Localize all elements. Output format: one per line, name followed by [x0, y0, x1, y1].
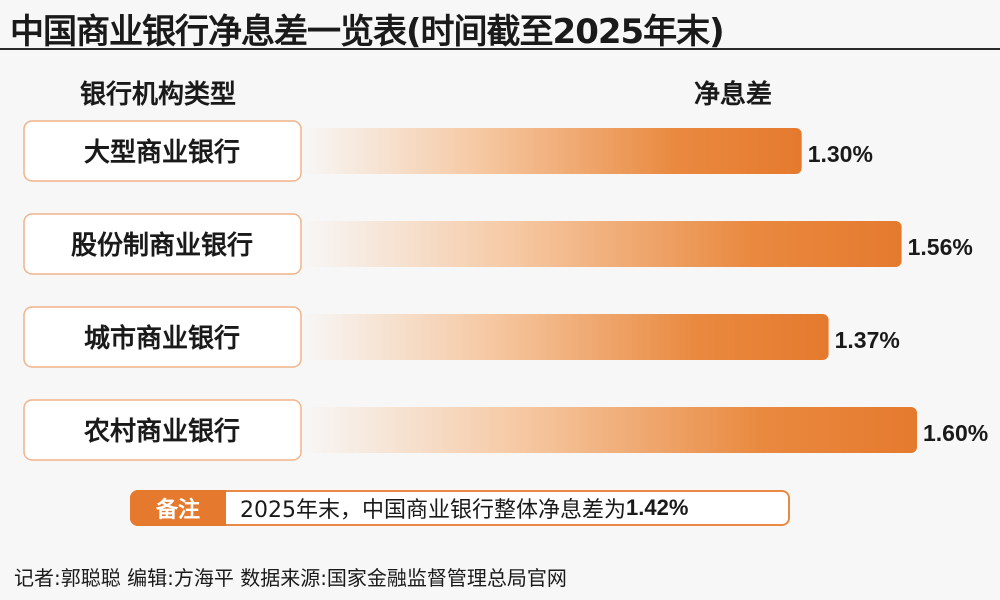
value-column-header: 净息差: [694, 80, 773, 110]
category-column-header: 银行机构类型: [80, 80, 237, 110]
category-box: [23, 399, 302, 461]
bar-chart: 大型商业银行 1.30% 股份制商业银行 1.56% 城市商业银行 1.37% 农村商业银行…: [23, 120, 988, 461]
title-divider: [0, 48, 1000, 50]
chart-title: 中国商业银行净息差一览表(时间截至2025年末): [10, 12, 725, 52]
category-label: 农村商业银行: [83, 416, 240, 447]
value-label: 1.60%: [923, 420, 988, 446]
value-label: 1.30%: [808, 141, 873, 167]
bar: [302, 221, 902, 267]
footer-credits: 记者:郭聪聪 编辑:方海平 数据来源:国家金融监督管理总局官网: [14, 566, 567, 590]
bar: [302, 128, 802, 174]
note-text-value: 1.42%: [626, 495, 689, 520]
value-label: 1.37%: [835, 327, 900, 353]
note-box: [130, 490, 790, 526]
value-label: 1.56%: [908, 234, 973, 260]
note-text: 2025年末，中国商业银行整体净息差为 1.42%: [240, 490, 688, 526]
note-text-prefix: 2025年末，中国商业银行整体净息差为: [240, 498, 626, 523]
category-label: 大型商业银行: [84, 137, 240, 168]
category-label: 城市商业银行: [84, 323, 240, 354]
bar: [302, 407, 917, 453]
category-label: 股份制商业银行: [71, 230, 253, 261]
note-label: 备注: [130, 490, 226, 526]
category-box: [23, 120, 302, 182]
bar: [302, 314, 829, 360]
category-box: [23, 306, 302, 368]
category-box: [23, 213, 302, 275]
